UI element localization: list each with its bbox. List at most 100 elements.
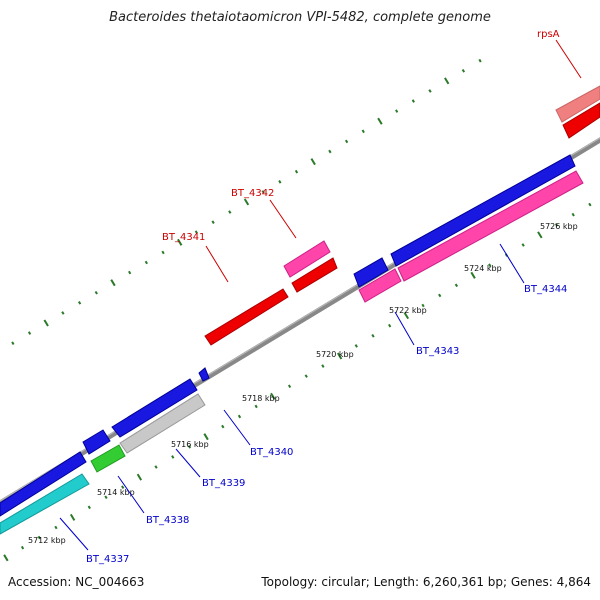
tick-mark (371, 333, 375, 338)
tick-mark (438, 293, 442, 298)
tick-mark (411, 99, 415, 103)
tick-mark (3, 554, 9, 562)
tick-mark (104, 495, 108, 500)
tick-mark (110, 279, 116, 287)
leader-bt4337 (59, 517, 89, 551)
tick-mark (61, 311, 65, 315)
label-rpsA[interactable]: rpsA (537, 29, 560, 40)
tick-mark (328, 149, 332, 154)
label-bt4340[interactable]: BT_4340 (250, 447, 293, 458)
tick-mark (171, 455, 175, 459)
tick-mark (94, 290, 98, 295)
gene-rpsA-cds[interactable] (562, 102, 600, 139)
leader-bt4341 (205, 245, 229, 283)
tick-mark (211, 220, 215, 224)
tick-mark (136, 473, 143, 481)
tick-mark (237, 414, 242, 419)
label-bt4343[interactable]: BT_4343 (416, 346, 459, 357)
scale-label: 5724 kbp (464, 264, 502, 273)
tick-mark (336, 352, 343, 360)
tick-mark (344, 139, 349, 144)
gene-bt4343-rna[interactable] (358, 268, 402, 303)
leader-bt4339 (175, 448, 201, 478)
label-bt4337[interactable]: BT_4337 (86, 554, 129, 565)
label-bt4344[interactable]: BT_4344 (524, 284, 567, 295)
tick-mark (228, 210, 232, 214)
tick-mark (203, 433, 209, 441)
tick-mark (478, 58, 482, 63)
tick-mark (461, 68, 466, 73)
gene-bt4337-cds[interactable] (0, 451, 87, 517)
tick-mark (470, 271, 476, 279)
label-bt4342[interactable]: BT_4342 (231, 188, 274, 199)
tick-mark (354, 344, 358, 348)
leader-bt4340 (223, 409, 251, 446)
tick-mark (521, 243, 525, 247)
label-bt4339[interactable]: BT_4339 (202, 478, 245, 489)
gene-rpsA-rna[interactable] (555, 85, 600, 123)
tick-mark (144, 260, 148, 265)
tick-mark (69, 513, 76, 521)
scale-label: 5714 kbp (97, 488, 135, 497)
tick-mark (37, 535, 41, 540)
tick-mark (395, 109, 399, 113)
scale-label: 5716 kbp (171, 440, 209, 449)
tick-mark (428, 89, 432, 93)
gene-bt4341-arrow[interactable] (204, 288, 289, 346)
gene-bt4337-rna[interactable] (0, 473, 90, 535)
tick-mark (571, 212, 575, 217)
scale-label: 5718 kbp (242, 394, 280, 403)
leader-bt4344 (499, 243, 525, 284)
tick-mark (304, 374, 308, 378)
tick-mark (537, 231, 543, 239)
gene-bt4344-cds[interactable] (390, 154, 576, 267)
tick-mark (20, 545, 25, 550)
tick-mark (377, 117, 383, 125)
tick-mark (421, 303, 425, 308)
gene-bt4342-cds[interactable] (291, 257, 338, 293)
tick-mark (444, 77, 450, 85)
gene-bt4344-rna[interactable] (397, 170, 584, 282)
tick-mark (403, 312, 410, 320)
tick-mark (161, 250, 165, 255)
tick-mark (194, 230, 199, 235)
tick-mark (11, 341, 15, 345)
tick-mark (187, 444, 192, 449)
gene-bt4339-cds[interactable] (111, 378, 198, 438)
gene-bt4343-cds[interactable] (353, 257, 389, 288)
tick-mark (321, 364, 325, 368)
genome-backbone-highlight (0, 137, 600, 502)
accession-label: Accession: NC_004663 (8, 575, 145, 589)
tick-mark (388, 323, 392, 328)
leader-rpsA (555, 39, 582, 79)
tick-mark (27, 331, 32, 335)
tick-mark (77, 301, 82, 305)
scale-labels: 5712 kbp 5714 kbp 5716 kbp 5718 kbp 5720 kbp… (28, 222, 578, 545)
tick-mark (121, 485, 125, 489)
tick-mark (177, 238, 183, 246)
tick-mark (361, 129, 365, 134)
leader-bt4338 (117, 475, 145, 514)
genome-summary: Topology: circular; Length: 6,260,361 bp… (261, 575, 591, 589)
tick-mark (54, 525, 58, 530)
tick-mark (87, 505, 91, 510)
gene-bt4338-rna[interactable] (90, 444, 126, 473)
outer-tick-ring (11, 58, 482, 345)
gene-bt4339-rna[interactable] (119, 393, 206, 454)
gene-bt4340-cds[interactable] (198, 367, 210, 382)
scale-label: 5720 kbp (316, 350, 354, 359)
gene-bt4342-rna[interactable] (283, 240, 331, 278)
tick-mark (254, 404, 258, 409)
label-bt4338[interactable]: BT_4338 (146, 515, 189, 526)
gene-bt4338-cds[interactable] (82, 429, 111, 455)
scale-label: 5712 kbp (28, 536, 66, 545)
scale-label: 5722 kbp (389, 306, 427, 315)
tick-mark (221, 424, 225, 429)
tick-mark (243, 198, 250, 206)
tick-mark (270, 392, 276, 400)
scale-label: 5726 kbp (540, 222, 578, 231)
tick-mark (278, 180, 282, 184)
label-bt4341[interactable]: BT_4341 (162, 232, 205, 243)
tick-mark (454, 283, 459, 288)
